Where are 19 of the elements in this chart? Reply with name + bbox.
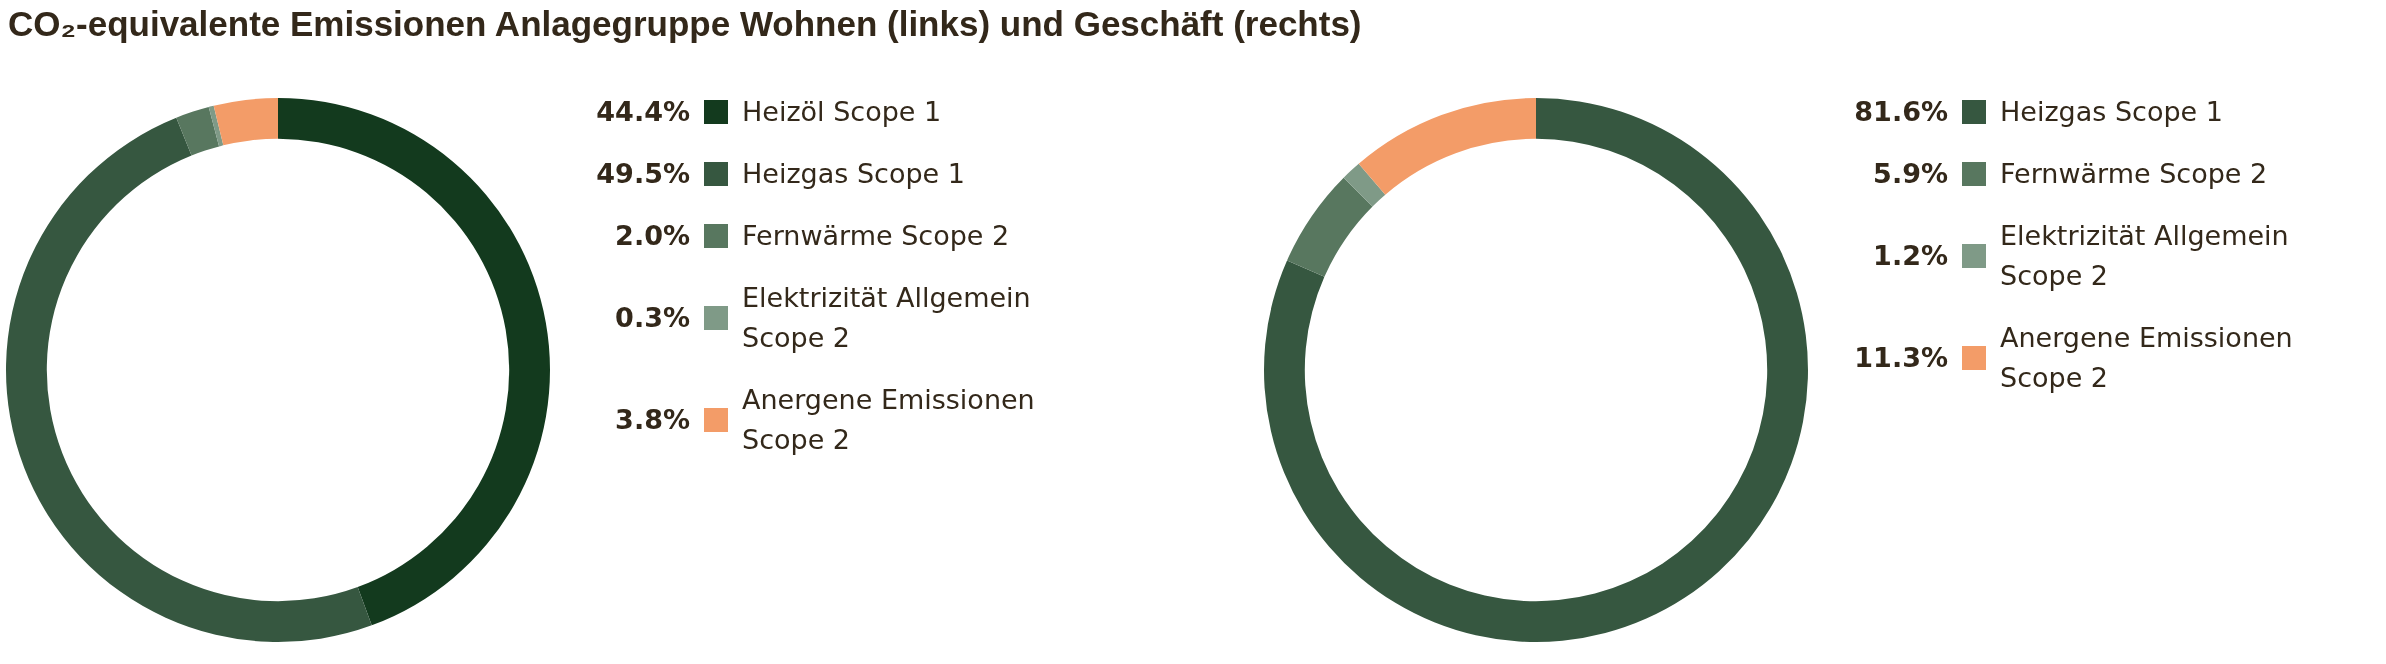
legend-label: Elektrizität Allgemein Scope 2: [742, 281, 1032, 355]
data-label: 2.0%: [614, 219, 690, 253]
legend-label: Heizöl Scope 1: [742, 95, 943, 129]
legend-label: Elektrizität Allgemein Scope 2: [2000, 219, 2290, 293]
chart-title: CO₂-equivalente Emissionen Anlagegruppe Wohnen (links) und Geschäft (rechts): [8, 4, 1362, 44]
legend-label: Anergene Emissionen Scope 2: [2000, 321, 2294, 395]
data-label: 81.6%: [1853, 95, 1948, 129]
legend-label: Fernwärme Scope 2: [742, 219, 1011, 253]
legend-label: Heizgas Scope 1: [742, 157, 966, 191]
data-label: 1.2%: [1872, 239, 1948, 273]
data-label: 44.4%: [595, 95, 690, 129]
data-label: 11.3%: [1853, 341, 1948, 375]
data-label: 49.5%: [595, 157, 690, 191]
legend-label: Anergene Emissionen Scope 2: [742, 383, 1036, 457]
data-label: 3.8%: [614, 403, 690, 437]
data-label: 0.3%: [614, 301, 690, 335]
legend-label: Heizgas Scope 1: [2000, 95, 2224, 129]
legend-label: Fernwärme Scope 2: [2000, 157, 2269, 191]
data-label: 5.9%: [1872, 157, 1948, 191]
